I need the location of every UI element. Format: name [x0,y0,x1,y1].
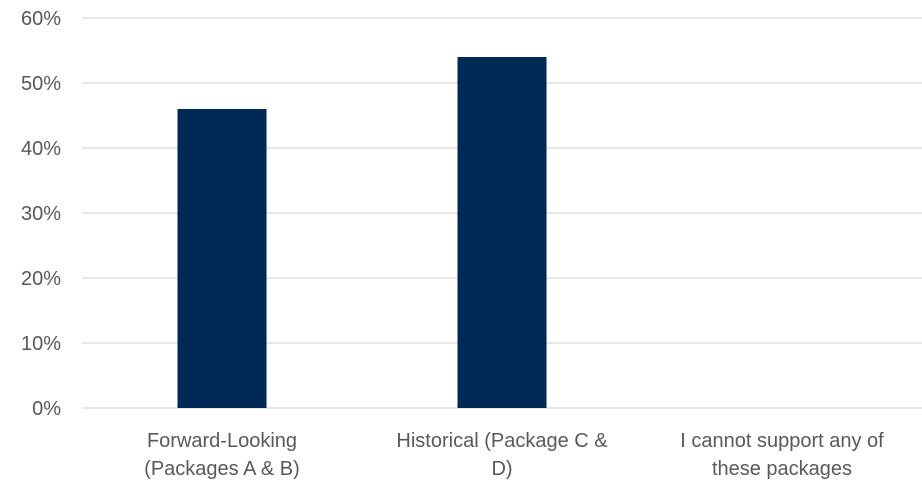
y-tick-label: 30% [21,203,61,225]
x-category-label: Forward-Looking (Packages A & B) [144,430,300,480]
bar-1 [177,109,267,408]
y-tick-label: 20% [21,268,61,290]
bar-2 [457,57,547,408]
y-tick-label: 10% [21,333,61,355]
x-category-label: I cannot support any of these packages [680,430,884,480]
x-category-label: Historical (Package C & D) [396,430,608,480]
x-axis-category-labels: Forward-Looking (Packages A & B) Historica… [144,430,884,480]
y-tick-label: 40% [21,138,61,160]
y-axis-tick-labels: 0% 10% 20% 30% 40% 50% 60% [21,8,61,420]
y-tick-label: 0% [32,398,61,420]
bars [177,57,547,408]
y-tick-label: 50% [21,73,61,95]
y-tick-label: 60% [21,8,61,30]
